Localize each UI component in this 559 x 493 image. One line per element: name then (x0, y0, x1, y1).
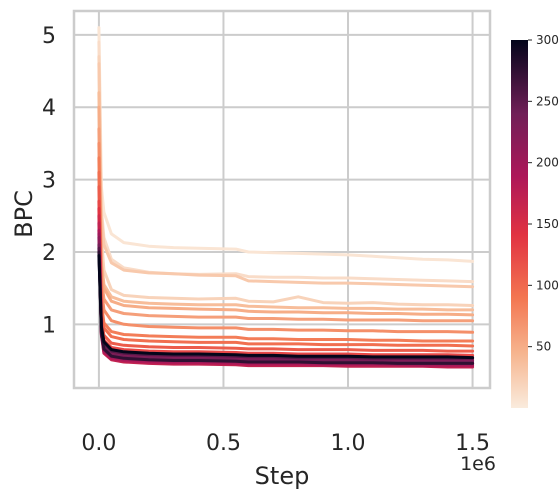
series-line (97, 55, 475, 307)
series-group (97, 26, 475, 369)
colorbar-tick-label: 150 (536, 217, 559, 231)
y-tick-label: 1 (42, 313, 56, 338)
series-line (97, 105, 475, 317)
series-line (97, 250, 475, 365)
plot-frame (72, 9, 492, 390)
series-line (97, 62, 475, 289)
colorbar-tick-label: 50 (536, 340, 551, 354)
series-line (97, 26, 475, 263)
x-axis-label: Step (255, 462, 310, 490)
x-tick-label: 1.5 (455, 431, 490, 456)
series-line (97, 170, 475, 348)
series-line (97, 91, 475, 312)
colorbar-tick-label: 100 (536, 278, 559, 292)
y-tick-label: 4 (42, 96, 56, 121)
x-tick-label: 0.0 (81, 431, 116, 456)
colorbar-tick-label: 300 (536, 33, 559, 47)
series-line (97, 254, 475, 360)
y-tick-label: 2 (42, 241, 56, 266)
series-line (97, 127, 475, 323)
y-tick-label: 3 (42, 169, 56, 194)
y-tick-labels: 1 2 3 4 5 (42, 24, 56, 338)
y-axis-label: BPC (10, 190, 38, 238)
x-tick-label: 0.5 (206, 431, 241, 456)
colorbar (511, 40, 528, 408)
x-tick-label: 1.0 (331, 431, 366, 456)
colorbar-tick-label: 200 (536, 156, 559, 170)
series-line (97, 185, 475, 353)
series-line (97, 141, 475, 334)
series-line (97, 156, 475, 343)
x-axis-multiplier: 1e6 (460, 453, 496, 475)
x-tick-labels: 0.0 0.5 1.0 1.5 (81, 431, 490, 456)
colorbar-tick-labels: 50 100 150 200 250 300 (528, 33, 559, 354)
colorbar-tick-label: 250 (536, 94, 559, 108)
y-tick-label: 5 (42, 24, 56, 49)
